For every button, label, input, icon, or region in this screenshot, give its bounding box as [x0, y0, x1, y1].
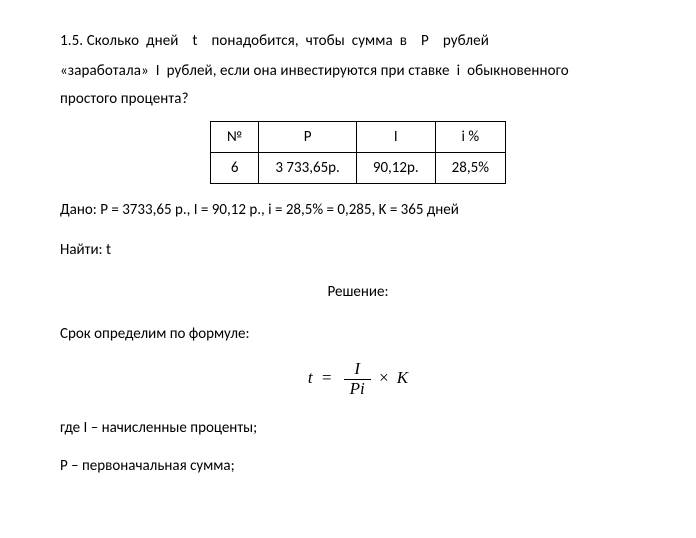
legend-line-2: P – первоначальная сумма;: [60, 454, 656, 478]
find-block: Найти: t: [60, 238, 656, 262]
formula: t = I Pi × K: [60, 360, 656, 398]
cell-number: 6: [211, 153, 259, 184]
problem-number: 1.5.: [60, 32, 83, 50]
formula-times: ×: [378, 368, 389, 387]
data-table: № P I i % 6 3 733,65р. 90,12р. 28,5%: [210, 121, 506, 184]
formula-intro: Срок определим по формуле:: [60, 322, 656, 346]
find-text: t: [106, 241, 111, 259]
given-label: Дано:: [60, 201, 97, 219]
cell-p: 3 733,65р.: [259, 153, 356, 184]
col-header-rate: i %: [435, 122, 505, 153]
formula-k: K: [397, 368, 408, 387]
table-row: 6 3 733,65р. 90,12р. 28,5%: [211, 153, 506, 184]
given-block: Дано: P = 3733,65 р., I = 90,12 р., i = …: [60, 198, 656, 222]
problem-statement-line2: «заработала» I рублей, если она инвестир…: [60, 59, 656, 83]
legend-line-1: где I – начисленные проценты;: [60, 416, 656, 440]
cell-i: 90,12р.: [356, 153, 435, 184]
find-label: Найти:: [60, 241, 103, 259]
formula-denominator: Pi: [344, 380, 371, 399]
table-header-row: № P I i %: [211, 122, 506, 153]
formula-numerator: I: [344, 360, 371, 380]
col-header-p: P: [259, 122, 356, 153]
given-text: P = 3733,65 р., I = 90,12 р., i = 28,5% …: [100, 201, 459, 219]
formula-lhs: t: [308, 368, 313, 387]
problem-statement-line3: простого процента?: [60, 87, 656, 111]
col-header-i: I: [356, 122, 435, 153]
problem-text-1: Сколько дней t понадобится, чтобы сумма …: [87, 32, 489, 50]
formula-eq: =: [321, 368, 332, 387]
problem-statement-line1: 1.5. Сколько дней t понадобится, чтобы с…: [60, 29, 656, 53]
solution-title: Решение:: [60, 280, 656, 304]
formula-fraction: I Pi: [344, 360, 371, 398]
cell-rate: 28,5%: [435, 153, 505, 184]
col-header-number: №: [211, 122, 259, 153]
